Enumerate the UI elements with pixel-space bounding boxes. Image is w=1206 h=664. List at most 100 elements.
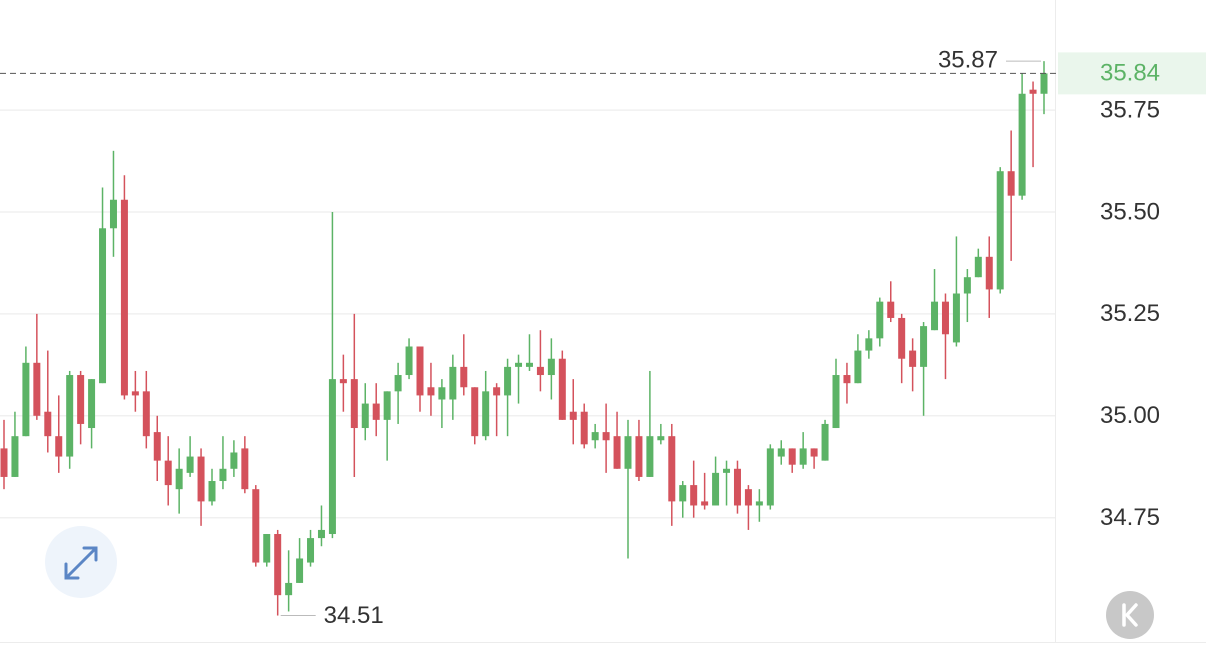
candle-body bbox=[460, 366, 468, 388]
candle-body bbox=[241, 448, 249, 490]
candle-body bbox=[525, 362, 533, 367]
candle-body bbox=[1018, 93, 1026, 196]
candle-body bbox=[657, 436, 665, 441]
candle-body bbox=[591, 432, 599, 441]
candle-body bbox=[11, 436, 19, 477]
last-price-box bbox=[1058, 52, 1206, 95]
candle-body bbox=[832, 375, 840, 429]
candle-body bbox=[44, 411, 52, 437]
min-price-label: 34.51 bbox=[324, 602, 384, 629]
candle-body bbox=[66, 375, 74, 457]
candle-body bbox=[317, 529, 325, 539]
candle-body bbox=[33, 362, 41, 416]
candle-body bbox=[88, 379, 96, 429]
candle-body bbox=[285, 582, 293, 596]
candle-body bbox=[394, 375, 402, 392]
candle-body bbox=[963, 277, 971, 294]
candle-body bbox=[755, 501, 763, 506]
candle-body bbox=[996, 171, 1004, 290]
candle-body bbox=[733, 468, 741, 506]
candle-body bbox=[77, 375, 85, 424]
candle-body bbox=[723, 468, 731, 473]
max-price-label: 35.87 bbox=[938, 46, 998, 73]
candle-body bbox=[307, 538, 315, 563]
kline-button[interactable] bbox=[1106, 591, 1154, 639]
candle-body bbox=[296, 558, 304, 583]
expand-icon[interactable] bbox=[64, 546, 98, 580]
candle-body bbox=[558, 358, 566, 420]
candle-body bbox=[821, 423, 829, 461]
candle-body bbox=[580, 411, 588, 445]
candle-body bbox=[679, 485, 687, 502]
candle-body bbox=[449, 366, 457, 400]
candle-body bbox=[920, 326, 928, 367]
candle-body bbox=[230, 452, 238, 469]
candle-body bbox=[515, 362, 523, 367]
candle-body bbox=[164, 460, 172, 486]
candle-body bbox=[602, 432, 610, 441]
candle-body bbox=[350, 379, 358, 429]
y-tick-label: 35.25 bbox=[1100, 300, 1160, 327]
candle-body bbox=[197, 456, 205, 502]
candle-body bbox=[854, 350, 862, 384]
candle-body bbox=[274, 534, 282, 596]
kline-button-bg[interactable] bbox=[1106, 591, 1154, 639]
candle-body bbox=[876, 301, 884, 339]
candle-body bbox=[471, 387, 479, 437]
candle-body bbox=[186, 456, 194, 473]
candle-body bbox=[613, 436, 621, 469]
candle-body bbox=[712, 472, 720, 506]
candle-body bbox=[482, 391, 490, 437]
last-price-label: 35.84 bbox=[1100, 60, 1160, 87]
candle-body bbox=[22, 362, 30, 437]
candle-body bbox=[1007, 171, 1015, 196]
candle-body bbox=[120, 199, 128, 396]
candle-body bbox=[744, 489, 752, 506]
candle-body bbox=[690, 485, 698, 506]
candle-body bbox=[219, 468, 227, 482]
candle-body bbox=[99, 228, 107, 384]
candle-body bbox=[153, 432, 161, 461]
candle-body bbox=[493, 387, 501, 396]
y-tick-label: 35.00 bbox=[1100, 402, 1160, 429]
candle-body bbox=[0, 448, 8, 477]
candle-body bbox=[810, 448, 818, 457]
candle-body bbox=[701, 501, 709, 506]
plot: 34.75 35.00 35.25 35.50 35.75 35.87 34.51 35.84 bbox=[0, 46, 1206, 629]
candle-body bbox=[799, 448, 807, 465]
candle-body bbox=[1040, 73, 1048, 94]
kline-icon[interactable] bbox=[1122, 603, 1138, 627]
candle-body bbox=[263, 534, 271, 563]
candle-body bbox=[909, 350, 917, 367]
candle-body bbox=[1029, 89, 1037, 94]
candle-body bbox=[339, 379, 347, 384]
candle-body bbox=[777, 448, 785, 457]
candle-body bbox=[109, 199, 117, 229]
candle-body bbox=[405, 346, 413, 376]
candle-body bbox=[974, 256, 982, 278]
candle-body bbox=[547, 358, 555, 376]
candle-body bbox=[438, 387, 446, 400]
candle-body bbox=[985, 256, 993, 290]
candle-body bbox=[788, 448, 796, 465]
candle-body bbox=[328, 379, 336, 535]
candle-body bbox=[252, 489, 260, 563]
candle-body bbox=[536, 366, 544, 376]
candle-body bbox=[865, 338, 873, 351]
candle-body bbox=[131, 391, 139, 396]
candle-body bbox=[416, 346, 424, 396]
candle-body bbox=[208, 481, 216, 502]
expand-button[interactable] bbox=[45, 526, 117, 598]
candle-body bbox=[372, 403, 380, 420]
candle-body bbox=[55, 436, 63, 457]
candle-body bbox=[142, 391, 150, 437]
candle-body bbox=[898, 317, 906, 359]
y-tick-label: 35.50 bbox=[1100, 198, 1160, 225]
candle-body bbox=[569, 411, 577, 420]
candle-body bbox=[361, 403, 369, 429]
candle-body bbox=[941, 301, 949, 335]
candle-body bbox=[427, 387, 435, 396]
y-tick-label: 35.75 bbox=[1100, 96, 1160, 123]
candle-body bbox=[635, 436, 643, 477]
